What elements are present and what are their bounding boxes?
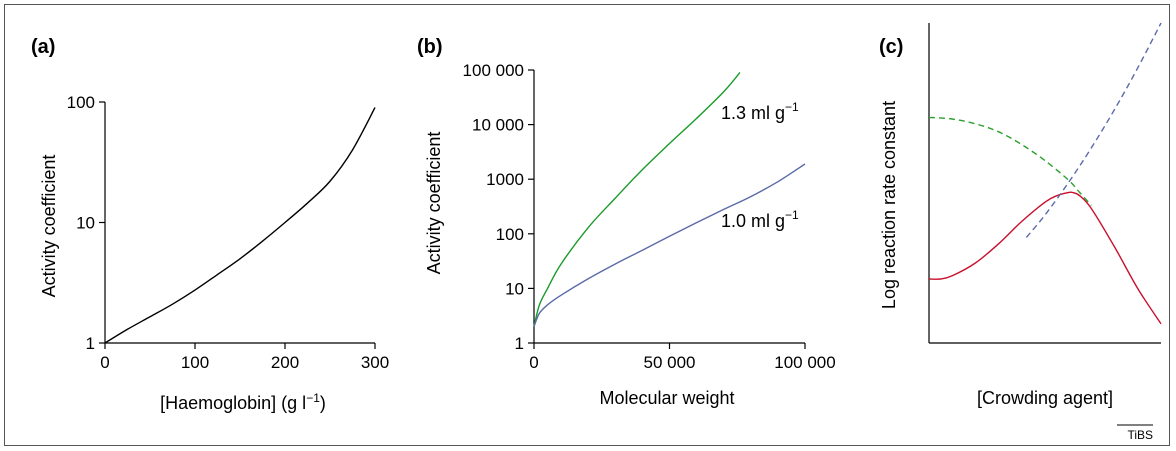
panel-a-y-tick-label: 1	[86, 334, 95, 353]
panel-a-y-axis-label: Activity coefficient	[39, 155, 59, 298]
panel-b-series-2-line	[533, 163, 806, 327]
panel-c-x-axis-label: [Crowding agent]	[977, 388, 1113, 408]
panel-b-series-1-line	[533, 72, 741, 327]
series-2-name: 1.0 ml g	[721, 211, 785, 231]
panel-a-x-label-main: [Haemoglobin] (g l	[160, 393, 306, 413]
panel-a-x-tick-label: 0	[100, 353, 109, 372]
series-2-name-sup: −1	[785, 208, 799, 222]
panel-b-x-axis-label: Molecular weight	[599, 388, 734, 408]
panel-a-x-tick-label: 300	[361, 353, 389, 372]
panel-c-series-3-line	[1025, 22, 1162, 238]
panel-b-y-tick-label: 10	[505, 279, 524, 298]
panel-c-y-axis-label: Log reaction rate constant	[879, 101, 899, 309]
panel-b-series-1-label: 1.3 ml g−1	[721, 100, 799, 123]
panel-b-x-tick-label: 100 000	[774, 353, 835, 372]
chart-canvas: (a) (b) (c) Activity coefficient [Haemog…	[31, 22, 1162, 442]
credit-text: TiBS	[1127, 428, 1153, 442]
panel-a-x-tick-label: 100	[181, 353, 209, 372]
panel-c-series-1-line	[928, 191, 1162, 325]
panel-a-y-tick-label: 10	[76, 214, 95, 233]
panel-a-x-label-end: )	[320, 393, 326, 413]
figure-frame: (a) (b) (c) Activity coefficient [Haemog…	[4, 4, 1170, 446]
panel-a-x-axis-label: [Haemoglobin] (g l−1)	[160, 391, 326, 413]
panel-b-y-tick-label: 100	[496, 225, 524, 244]
panel-b-y-tick-label: 100 000	[463, 61, 524, 80]
panel-a-y-tick-label: 100	[67, 93, 95, 112]
panel-label-b: (b)	[417, 36, 443, 58]
panel-b-y-axis-label: Activity coefficient	[424, 132, 444, 275]
panel-label-a: (a)	[31, 36, 55, 58]
panel-b-y-tick-label: 10 000	[472, 116, 524, 135]
panel-a-x-tick-label: 200	[271, 353, 299, 372]
series-1-name: 1.3 ml g	[721, 103, 785, 123]
panel-b-x-tick-label: 0	[529, 353, 538, 372]
series-1-name-sup: −1	[785, 100, 799, 114]
panel-b-x-tick-label: 50 000	[644, 353, 696, 372]
panel-c-series-2-line	[928, 116, 1092, 206]
panel-a-series-1-line	[104, 107, 376, 344]
panel-b-y-tick-label: 1000	[486, 170, 524, 189]
panel-a-x-label-sup: −1	[306, 391, 320, 405]
panel-b-series-2-label: 1.0 ml g−1	[721, 208, 799, 231]
panel-label-c: (c)	[879, 36, 903, 58]
panel-b-y-tick-label: 1	[515, 334, 524, 353]
